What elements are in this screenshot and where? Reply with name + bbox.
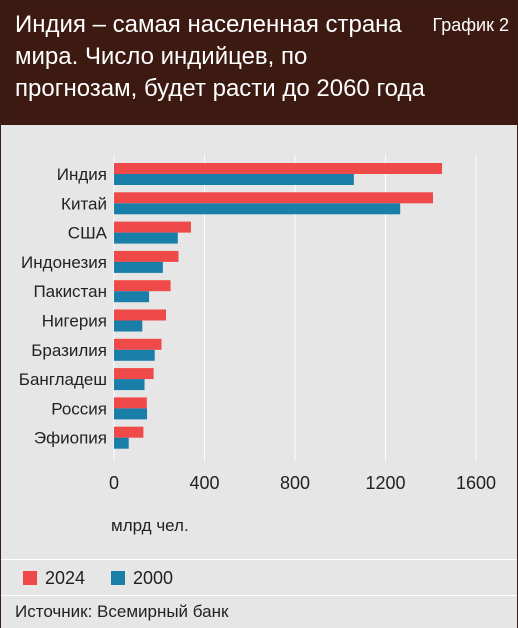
category-label: Эфиопия — [34, 429, 107, 448]
bar-2024 — [114, 426, 144, 438]
bar-2024 — [114, 280, 171, 292]
bar-2024 — [114, 192, 434, 204]
bar-2024 — [114, 397, 147, 409]
source-text: Источник: Всемирный банк — [15, 602, 229, 621]
chart-header: Индия – самая населенная страна мира. Чи… — [1, 1, 517, 125]
legend-swatch-2024 — [23, 571, 37, 585]
category-label: Индия — [57, 165, 107, 184]
legend: 2024 2000 — [1, 559, 517, 596]
legend-swatch-2000 — [111, 571, 125, 585]
bars — [114, 163, 443, 449]
legend-label-2024: 2024 — [45, 567, 86, 588]
category-label: Индонезия — [21, 253, 107, 272]
bar-2000 — [114, 261, 163, 273]
x-tick-label: 1200 — [365, 473, 405, 493]
chart-tag: График 2 — [432, 15, 509, 35]
bar-2000 — [114, 349, 155, 361]
legend-item-2000: 2000 — [111, 568, 173, 588]
bar-2024 — [114, 221, 191, 233]
chart-title: Индия – самая населенная страна мира. Чи… — [15, 11, 425, 102]
category-label: Бангладеш — [19, 370, 107, 389]
bar-2024 — [114, 163, 443, 174]
category-label: Китай — [61, 194, 107, 213]
x-tick-label: 0 — [109, 473, 119, 493]
bar-2000 — [114, 379, 145, 391]
legend-item-2024: 2024 — [23, 568, 85, 588]
bar-2000 — [114, 232, 178, 244]
category-label: Пакистан — [33, 282, 107, 301]
x-tick-label: 1600 — [456, 473, 496, 493]
category-label: Бразилия — [31, 341, 107, 360]
category-label: США — [68, 224, 108, 243]
category-labels: Индия Китай США Индонезия Пакистан Нигерия Бра… — [19, 165, 108, 448]
bar-chart: Индия Китай США Индонезия Пакистан Нигерия Бра… — [19, 155, 496, 535]
bar-2024 — [114, 309, 167, 321]
category-label: Россия — [51, 399, 107, 418]
plot-area: Индия Китай США Индонезия Пакистан Нигерия Бра… — [1, 125, 517, 559]
source-footer: Источник: Всемирный банк — [1, 595, 517, 628]
bar-2024 — [114, 338, 162, 350]
category-label: Нигерия — [42, 312, 107, 331]
bar-2000 — [114, 174, 354, 185]
legend-label-2000: 2000 — [133, 567, 174, 588]
bar-2000 — [114, 320, 143, 332]
x-tick-label: 800 — [280, 473, 310, 493]
bar-2000 — [114, 437, 129, 449]
bar-2000 — [114, 408, 148, 420]
x-tick-label: 400 — [189, 473, 219, 493]
x-tick-labels: 0 400 800 1200 1600 — [109, 473, 496, 493]
bar-2000 — [114, 291, 150, 303]
bar-2024 — [114, 250, 179, 262]
bar-2024 — [114, 368, 154, 380]
x-axis-label: млрд чел. — [111, 516, 189, 535]
bar-2000 — [114, 203, 401, 215]
